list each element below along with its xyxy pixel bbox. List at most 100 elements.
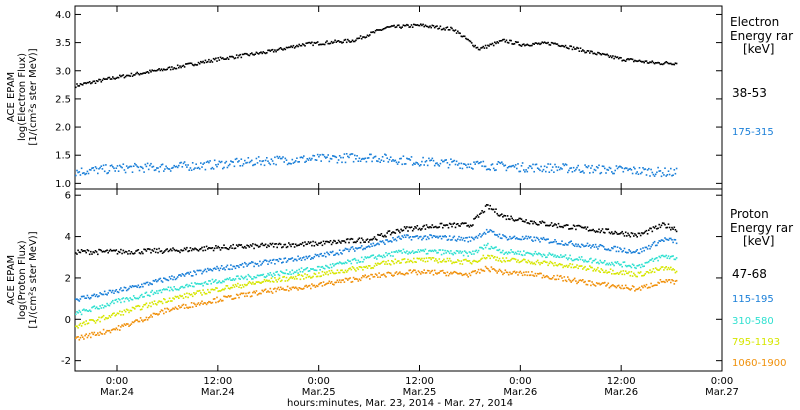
data-point [350,262,353,265]
data-point [231,161,233,163]
data-point [423,164,425,166]
data-point [166,248,168,250]
data-point [171,288,173,291]
data-point [475,249,478,252]
data-point [658,282,660,284]
data-point [129,165,131,168]
data-point [525,271,527,273]
data-point [334,263,336,266]
data-point [163,170,165,172]
data-point [293,278,296,280]
data-point [208,300,210,303]
data-point [653,284,656,287]
data-point [414,163,416,165]
data-point [491,255,494,257]
data-point [675,62,678,65]
data-point [536,224,539,226]
data-point [584,245,586,247]
data-point [538,42,540,45]
data-point [447,29,450,31]
data-point [563,265,566,267]
data-point [335,242,338,245]
data-point [536,272,539,275]
data-point [113,302,115,305]
data-point [389,272,392,275]
data-point [467,163,469,166]
data-point [667,239,670,241]
data-point [381,274,384,276]
data-point [444,260,446,263]
data-point [415,251,417,253]
data-point [416,273,419,276]
data-point [600,244,603,247]
data-point [518,238,520,240]
data-point [97,253,99,256]
data-point [586,261,589,263]
data-point [326,271,328,273]
data-point [576,245,578,248]
data-point [84,297,86,299]
data-point [388,263,391,265]
data-point [314,286,317,288]
data-point [83,250,85,252]
data-point [318,283,320,286]
data-point [556,243,559,245]
data-point [138,252,141,254]
data-point [591,164,593,167]
data-point [557,278,560,280]
data-point [452,223,454,225]
data-point [169,248,172,250]
data-point [235,244,238,246]
data-point [217,57,219,59]
data-point [156,167,158,169]
data-point [137,166,140,169]
data-point [539,253,541,255]
data-point [495,259,497,261]
data-point [396,236,399,239]
data-point [671,226,673,229]
data-point [675,270,678,273]
data-point [432,25,435,27]
data-point [315,243,318,246]
data-point [651,270,654,273]
data-point [443,27,445,30]
data-point [194,293,196,296]
x-tick-date-label: Mar.24 [100,387,134,398]
data-point [172,247,174,249]
data-point [406,261,408,263]
data-point [378,263,380,265]
data-point [205,245,208,248]
data-point [560,45,562,48]
data-point [110,329,113,331]
data-point [79,298,82,300]
data-point [100,293,103,295]
data-point [110,291,113,294]
data-point [117,298,120,300]
data-point [117,325,120,327]
data-point [261,262,263,265]
data-point [673,238,676,241]
data-point [200,302,202,304]
data-point [183,247,186,250]
data-point [582,226,584,229]
data-point [431,236,434,239]
data-point [457,250,459,252]
data-point [83,172,85,174]
data-point [195,305,197,307]
data-point [264,280,267,283]
data-point [545,224,547,227]
data-point [379,234,381,236]
data-point [586,242,589,245]
data-point [327,282,329,284]
data-point [314,253,317,256]
data-point [461,274,464,277]
data-point [652,173,655,176]
data-point [520,260,523,263]
data-point [186,306,188,309]
data-point [595,268,598,271]
data-point [657,227,659,230]
data-point [472,270,474,273]
data-point [315,275,318,278]
data-point [439,222,442,225]
data-point [558,168,561,171]
